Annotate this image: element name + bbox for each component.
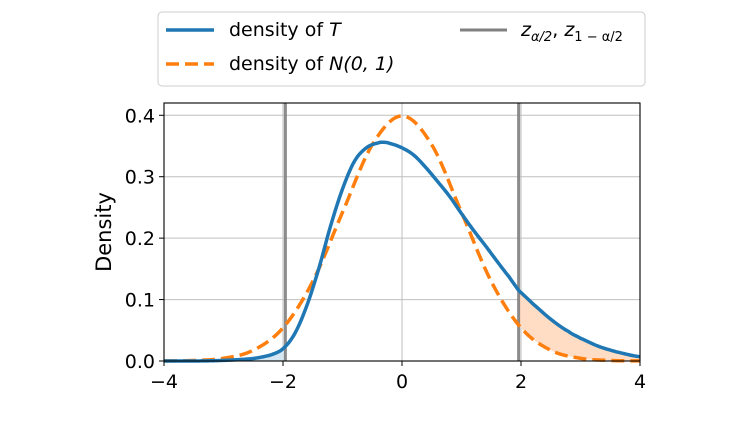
x-axis-ticks: −4 −2 0 2 4 <box>150 361 646 393</box>
svg-text:−4: −4 <box>150 371 178 393</box>
left-tail-fill <box>249 346 286 361</box>
right-tail-fill <box>518 290 640 361</box>
svg-text:4: 4 <box>634 371 646 393</box>
svg-text:0.2: 0.2 <box>125 228 155 250</box>
svg-text:0.1: 0.1 <box>125 290 155 312</box>
t-density-curve <box>164 140 641 363</box>
svg-text:2: 2 <box>515 371 527 393</box>
y-axis-ticks: 0.0 0.1 0.2 0.3 0.4 <box>125 105 164 373</box>
legend-normal-label: density of N(0, 1) <box>229 53 394 75</box>
normal-density-curve <box>163 114 641 363</box>
legend: density of T density of N(0, 1) zα/2, z1… <box>157 11 646 87</box>
legend-box <box>157 11 646 87</box>
legend-critical-label: zα/2, z1 − α/2 <box>520 19 623 45</box>
y-axis-label: Density <box>92 192 116 272</box>
svg-text:0.3: 0.3 <box>125 167 155 189</box>
svg-text:0.0: 0.0 <box>125 351 155 373</box>
critical-value-lines <box>283 103 521 361</box>
svg-text:0: 0 <box>396 371 408 393</box>
legend-t-label: density of T <box>229 19 342 41</box>
svg-text:0.4: 0.4 <box>125 105 155 127</box>
svg-text:−2: −2 <box>269 371 297 393</box>
